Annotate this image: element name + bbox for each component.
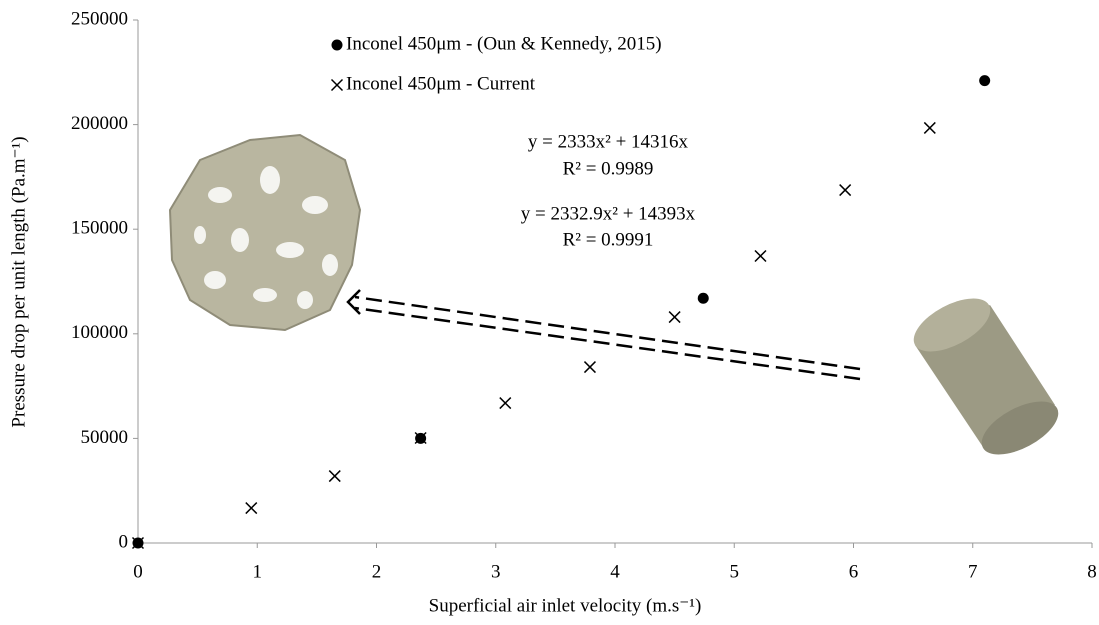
foam-structure-image xyxy=(168,133,362,332)
data-point xyxy=(839,184,852,197)
r-squared: R² = 0.9989 xyxy=(563,158,654,179)
y-tick-label: 150000 xyxy=(71,218,128,239)
data-point xyxy=(668,311,681,324)
x-tick-label: 2 xyxy=(372,561,382,582)
data-point xyxy=(979,75,991,87)
data-point xyxy=(499,397,512,410)
equation: y = 2333x² + 14316x xyxy=(528,131,689,152)
dashed-arrow xyxy=(346,289,861,381)
y-tick-label: 0 xyxy=(119,531,129,552)
y-tick-label: 50000 xyxy=(81,427,129,448)
data-point xyxy=(245,502,258,515)
x-tick-label: 1 xyxy=(253,561,263,582)
legend-label: Inconel 450μm - (Oun & Kennedy, 2015) xyxy=(346,33,662,54)
data-point xyxy=(328,470,341,483)
legend-marker xyxy=(330,78,344,92)
x-tick-label: 4 xyxy=(610,561,620,582)
y-tick-label: 100000 xyxy=(71,322,128,343)
x-tick-label: 7 xyxy=(968,561,978,582)
legend-marker xyxy=(331,39,343,51)
x-tick-label: 3 xyxy=(491,561,501,582)
data-point xyxy=(923,121,936,134)
data-point xyxy=(414,431,427,445)
legend-label: Inconel 450μm - Current xyxy=(346,73,536,94)
foam-cylinder-image xyxy=(913,298,1059,455)
x-tick-label: 5 xyxy=(730,561,740,582)
data-point xyxy=(583,361,596,374)
data-point xyxy=(131,536,145,550)
x-axis-label: Superficial air inlet velocity (m.s⁻¹) xyxy=(429,595,702,616)
x-tick-label: 6 xyxy=(849,561,859,582)
r-squared: R² = 0.9991 xyxy=(563,229,654,250)
data-point xyxy=(697,292,709,304)
data-point xyxy=(754,249,767,263)
equation: y = 2332.9x² + 14393x xyxy=(521,203,696,224)
y-tick-label: 200000 xyxy=(71,113,128,134)
y-axis-label: Pressure drop per unit length (Pa.m⁻¹) xyxy=(8,136,29,427)
x-tick-label: 0 xyxy=(133,561,143,582)
x-tick-label: 8 xyxy=(1087,561,1097,582)
y-tick-label: 250000 xyxy=(71,8,128,29)
